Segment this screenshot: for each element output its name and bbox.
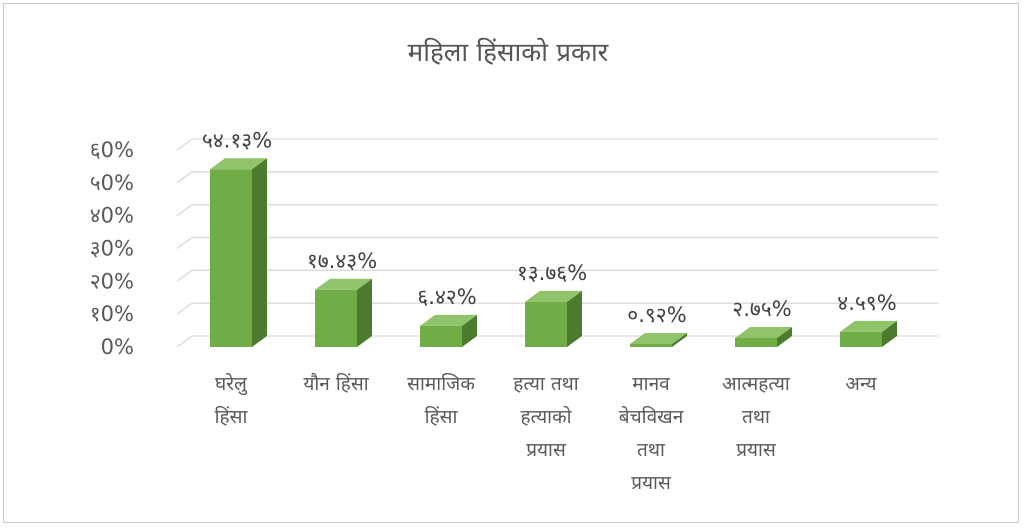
gridline-depth: [176, 138, 193, 151]
bar: [420, 314, 477, 347]
y-tick-label: 0%: [101, 335, 134, 359]
y-axis-ticks: 0% १0% २0% ३0% ४0% ५0% ६0%: [90, 138, 134, 359]
gridline-depth: [176, 204, 193, 217]
bar-side: [672, 332, 687, 347]
category-label: सामाजिक हिंसा: [407, 372, 475, 428]
bar-top: [210, 158, 267, 170]
bar-front: [840, 331, 882, 347]
bar-front: [630, 343, 672, 347]
bars: [210, 158, 897, 347]
bar-top: [420, 314, 477, 326]
bar: [525, 290, 582, 347]
bar-front: [525, 301, 567, 347]
chart-title: महिला हिंसाको प्रकार: [408, 37, 610, 68]
bar-front: [735, 337, 777, 347]
data-label: ४.५९%: [837, 291, 896, 315]
bar-top: [735, 326, 792, 338]
bar-side: [777, 326, 792, 347]
bar: [735, 326, 792, 347]
bar: [210, 158, 267, 347]
y-tick-label: ३0%: [90, 237, 134, 261]
gridline-depth: [176, 171, 193, 184]
data-label: २.७५%: [732, 297, 791, 321]
category-label: आत्महत्या तथा प्रयास: [722, 373, 791, 461]
data-label: ६.४२%: [417, 285, 476, 309]
bar-top: [315, 278, 372, 290]
chart-frame: महिला हिंसाको प्रकार 0% १0% २0% ३0% ४0% ५0% ६0…: [3, 3, 1019, 523]
bar-top: [525, 290, 582, 302]
category-label: यौन हिंसा: [303, 372, 369, 395]
bar-side: [357, 278, 372, 347]
gridline-depth: [176, 236, 193, 250]
data-label: १७.४३%: [307, 249, 377, 273]
y-tick-label: ६0%: [90, 138, 134, 162]
bar-top: [630, 332, 687, 344]
category-label: मानव बेचविखन तथा प्रयास: [619, 373, 684, 494]
bar-front: [420, 325, 462, 347]
data-label: १३.७६%: [517, 261, 587, 285]
bar-side: [882, 320, 897, 347]
category-label: घरेलु हिंसा: [215, 372, 249, 428]
y-tick-label: १0%: [90, 302, 134, 326]
gridline-depth: [176, 335, 193, 348]
gridline-depth: [176, 302, 193, 315]
bar-side: [252, 158, 267, 347]
data-labels: ५४.१३% १७.४३% ६.४२% १३.७६% ०.९२% २.७५% ४.५९%: [202, 128, 897, 327]
category-label: हत्या तथा हत्याको प्रयास: [513, 373, 580, 461]
bar: [315, 278, 372, 347]
y-tick-label: २0%: [90, 269, 134, 293]
bar-side: [462, 314, 477, 347]
bar: [630, 332, 687, 347]
bar-top: [840, 320, 897, 332]
bar: [840, 320, 897, 347]
category-label: अन्य: [845, 373, 877, 395]
data-label: ०.९२%: [627, 303, 686, 327]
category-labels: घरेलु हिंसा यौन हिंसा सामाजिक हिंसा हत्या तथा…: [215, 372, 878, 494]
bar-side: [567, 290, 582, 347]
y-tick-label: ४0%: [90, 204, 134, 228]
y-tick-label: ५0%: [90, 171, 134, 195]
gridline-depth: [176, 269, 193, 282]
bar-front: [315, 289, 357, 347]
data-label: ५४.१३%: [202, 128, 272, 152]
bar-chart: महिला हिंसाको प्रकार 0% १0% २0% ३0% ४0% ५0% ६0…: [90, 37, 938, 494]
bar-front: [210, 169, 252, 347]
